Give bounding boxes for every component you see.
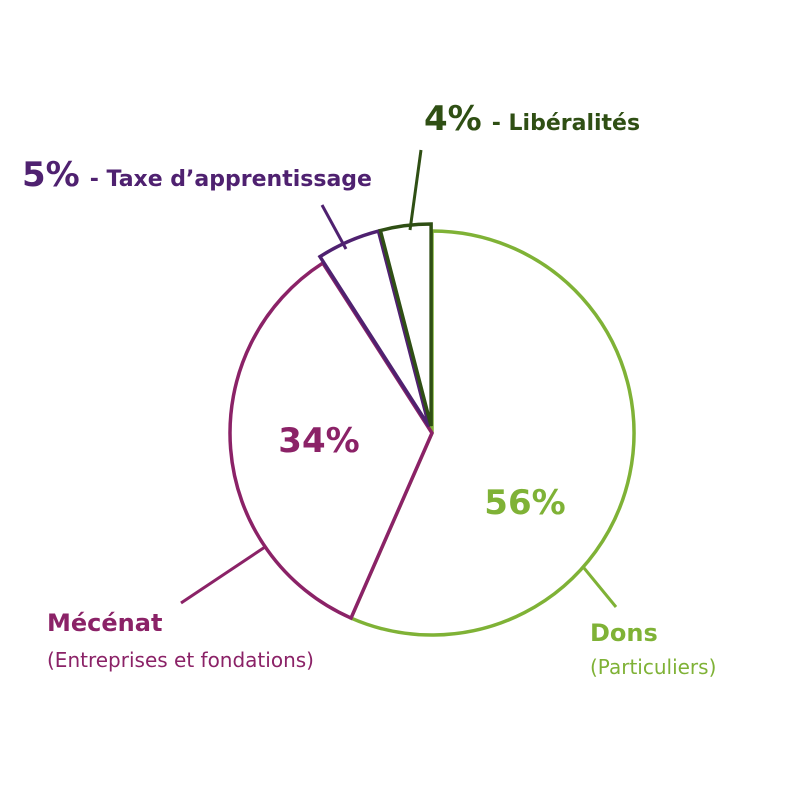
pie-slices	[228, 222, 636, 637]
label-liberalites: 4% - Libéralités	[424, 99, 640, 139]
pct-label-liberalites: 4%	[424, 99, 482, 139]
pie-slice-liberalites	[378, 222, 433, 427]
name-label-liberalites: - Libéralités	[492, 111, 640, 136]
leader-line-taxe	[320, 204, 348, 250]
leader-line-dons	[582, 567, 618, 608]
leader-line-mecenat	[180, 545, 266, 605]
pct-label-mecenat: 34%	[278, 421, 359, 461]
label-taxe: 5% - Taxe d’apprentissage	[22, 155, 372, 195]
leader-line-liberalites	[408, 149, 423, 231]
name-label-taxe: - Taxe d’apprentissage	[90, 167, 372, 192]
pct-label-dons: 56%	[484, 483, 565, 523]
sub-label-dons: (Particuliers)	[590, 655, 716, 679]
sub-label-mecenat: (Entreprises et fondations)	[47, 648, 314, 672]
pie-slice-taxe	[317, 228, 431, 428]
pie-slice-mecenat	[228, 260, 434, 621]
name-label-dons: Dons	[590, 619, 658, 647]
pie-slice-dons	[348, 229, 636, 637]
pct-label-taxe: 5%	[22, 155, 80, 195]
name-label-mecenat: Mécénat	[47, 609, 162, 637]
